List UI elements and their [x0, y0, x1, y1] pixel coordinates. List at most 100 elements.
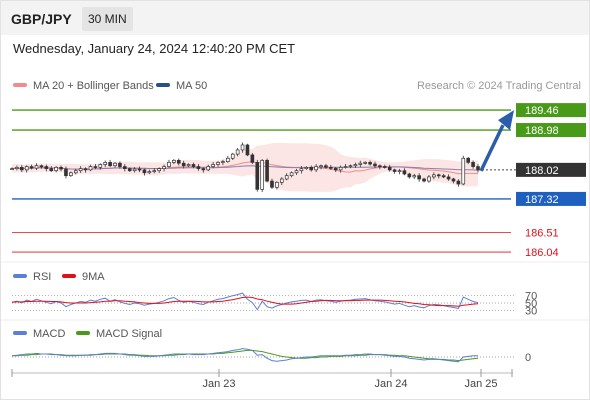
candles: [10, 142, 480, 193]
candle-body: [152, 170, 157, 173]
candle-body: [304, 167, 309, 169]
candle-body: [172, 159, 176, 163]
candle-body: [98, 164, 103, 168]
level-label-resistance: 188.98: [525, 125, 559, 137]
candle: [289, 171, 294, 178]
candle-body: [15, 167, 19, 169]
candle: [24, 165, 29, 173]
candle: [167, 159, 171, 168]
candle: [329, 164, 333, 170]
candle-body: [10, 168, 14, 170]
candle: [402, 168, 407, 176]
candle: [127, 167, 132, 172]
candle: [10, 167, 14, 170]
level-label-resistance: 189.46: [525, 105, 559, 117]
rsi-ma9-line: [11, 296, 479, 307]
candle-body: [392, 169, 397, 172]
candle: [73, 168, 78, 175]
header-bar: GBP/JPY 30 MIN: [1, 1, 589, 35]
candle: [436, 173, 441, 179]
candle-body: [451, 178, 456, 182]
candle-body: [284, 175, 289, 180]
candle-body: [397, 170, 402, 173]
candle-body: [432, 174, 436, 178]
candle: [15, 165, 19, 171]
candle: [39, 164, 44, 169]
candle-body: [270, 180, 274, 188]
candle: [147, 169, 152, 175]
rsi-line: [11, 292, 479, 311]
signal-label: MACD Signal: [96, 328, 163, 340]
candle: [54, 166, 58, 173]
candle: [64, 166, 68, 179]
candle: [432, 172, 436, 180]
candle: [284, 173, 289, 181]
candle-body: [427, 176, 431, 182]
candle: [368, 160, 372, 166]
candle-body: [329, 167, 333, 169]
candle-body: [378, 165, 382, 168]
candle: [338, 165, 343, 173]
candle-body: [127, 168, 132, 172]
rsi-label: RSI: [33, 271, 52, 283]
candle-body: [93, 166, 98, 168]
candle-body: [407, 173, 412, 178]
candle: [230, 152, 235, 160]
candle-body: [299, 168, 304, 172]
candle: [446, 174, 451, 181]
forecast-arrow-shaft: [479, 124, 505, 172]
candle-body: [230, 153, 235, 159]
candle: [412, 173, 417, 180]
candle-body: [417, 175, 421, 180]
candle-body: [240, 144, 245, 151]
time-axis-label: Jan 24: [374, 378, 407, 390]
last-price-tag: [516, 162, 586, 177]
candle-body: [245, 144, 250, 156]
candle: [83, 167, 88, 173]
candle-body: [324, 165, 328, 168]
candle-body: [373, 163, 377, 167]
candle: [44, 164, 49, 172]
candle-body: [39, 165, 44, 168]
macd-label: MACD: [33, 328, 66, 340]
symbol-title: GBP/JPY: [11, 11, 72, 27]
candle: [245, 143, 250, 157]
candle: [373, 161, 377, 168]
ma20-label: MA 20 + Bollinger Bands: [33, 80, 154, 92]
candle: [157, 167, 161, 173]
candle-body: [44, 166, 49, 169]
candle: [461, 155, 466, 186]
candle-body: [235, 149, 240, 155]
candle-body: [471, 162, 475, 167]
candle-body: [196, 166, 201, 169]
candle-body: [446, 176, 451, 180]
candle-body: [255, 162, 260, 190]
candle: [270, 178, 274, 190]
candle-body: [167, 162, 171, 167]
candle-body: [382, 166, 387, 168]
candle: [113, 161, 117, 168]
time-axis-label: Jan 23: [202, 378, 235, 390]
candle-body: [34, 165, 39, 169]
candle: [324, 163, 328, 169]
candle-body: [363, 162, 367, 164]
macd-tick-label: 0: [525, 352, 531, 364]
candle: [152, 168, 157, 174]
candle-body: [319, 165, 323, 168]
candle-body: [387, 167, 392, 171]
interval-badge[interactable]: 30 MIN: [82, 7, 133, 31]
candle-body: [147, 171, 152, 174]
candle-body: [64, 168, 68, 177]
candle: [29, 164, 34, 170]
candle-body: [348, 165, 353, 168]
candle: [108, 159, 112, 167]
legend-macd: MACD: [13, 328, 65, 340]
candle: [456, 179, 461, 187]
rsi-tick-label: 30: [525, 305, 537, 317]
candle: [123, 164, 127, 172]
candle-body: [88, 166, 93, 171]
candle: [427, 175, 431, 183]
legend-ma50: MA 50: [156, 80, 207, 92]
candle: [211, 161, 215, 169]
candle: [260, 159, 264, 193]
